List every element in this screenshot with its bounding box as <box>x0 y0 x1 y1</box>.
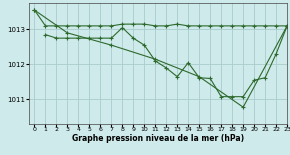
X-axis label: Graphe pression niveau de la mer (hPa): Graphe pression niveau de la mer (hPa) <box>72 134 244 143</box>
